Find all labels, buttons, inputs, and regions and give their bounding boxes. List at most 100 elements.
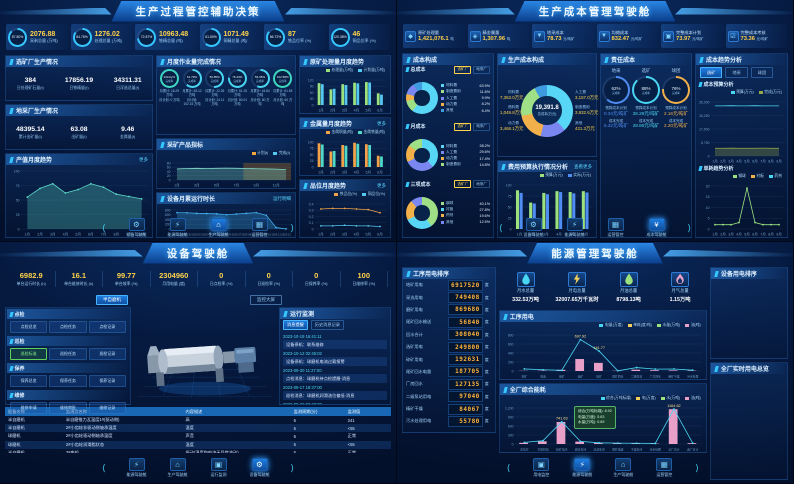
chart-tooltip: 综合(万吨标煤): 8.92 电量(万度): 5.83 水量(万吨): 0.89 <box>573 406 616 429</box>
subpanel-title: 单耗趋势分析 <box>696 164 787 173</box>
scope-tab[interactable]: 选矿厂 <box>454 122 472 131</box>
menu-item[interactable]: 巡检标准 <box>10 348 48 360</box>
rank-label: 尾矿回水输送 <box>406 319 432 325</box>
scope-tab[interactable]: 选矿厂 <box>454 65 472 74</box>
event-list[interactable]: 2023-10-19 16:41:11 设备停机：联系维修 2023-10-12… <box>280 331 390 404</box>
menu-item[interactable]: 维修记录 <box>88 402 126 414</box>
more-link[interactable]: 更多 <box>139 156 148 162</box>
cell-value: <55 <box>347 425 355 431</box>
trend-tab[interactable]: 球团 <box>750 67 774 78</box>
menu-item[interactable]: 保养记录 <box>88 375 126 387</box>
table-row[interactable]: 球磨机 2#小齿轮驱动侧轴承温度 声音 5 正常 <box>5 432 391 440</box>
equipment-3d-viewer[interactable] <box>134 307 276 405</box>
cost-scope-tabs: 选矿厂 地采厂 <box>454 180 490 189</box>
nav-chip[interactable]: ▦ 运营管控 <box>242 218 278 238</box>
completion-ring-item: Infinity% 完成率 月累计: 16.29 万吨 月计划: 0 万吨 <box>158 69 181 132</box>
scope-tab[interactable]: 地采厂 <box>473 122 490 131</box>
kpi-percent: 87.80% <box>10 29 25 45</box>
event-message: 点检消息：球磨机待点检提醒-消息 <box>283 374 387 383</box>
table-row[interactable]: 半自磨机 2#小齿轮非驱动侧轴承温度 温度 5 <55 <box>5 424 391 433</box>
panel-mill-production: 选矿厂生产情况 384 日处理矿石量(t) 17856.19 日铁精量(t) <box>5 55 153 101</box>
nav-chip[interactable]: ⚙ 设备驾驶舱 <box>119 218 155 238</box>
kpi-value: 0 <box>219 271 224 280</box>
menu-item[interactable]: 点检记录 <box>88 321 126 333</box>
menu-item[interactable]: 点检任务 <box>49 321 87 333</box>
scope-tab[interactable]: 选矿厂 <box>454 180 472 189</box>
nav-chip[interactable]: ⚡ 能源驾驶舱 <box>564 458 600 478</box>
menu-item[interactable]: 点检总览 <box>10 321 48 333</box>
table-header-cell: 监测点名称 <box>62 407 183 416</box>
legend: 预算(万元) 实际(万元) <box>498 172 596 179</box>
trend-tab[interactable]: 地采 <box>725 67 748 78</box>
nav-prev-arrow-icon[interactable]: ⟨ <box>506 462 511 473</box>
svg-text:5: 5 <box>708 217 710 221</box>
nav-chip[interactable]: ⌂ 生产驾驶舱 <box>160 458 196 478</box>
kpi-percent: 84.76% <box>74 29 90 45</box>
nav-next-arrow-icon[interactable]: ⟩ <box>687 222 692 233</box>
menu-item[interactable]: 巡检任务 <box>49 348 87 360</box>
nav-chip[interactable]: ▣ 运行监测 <box>201 458 237 478</box>
rank-unit: 度 <box>484 319 489 325</box>
nav-chip[interactable]: ⚙ 设备驾驶舱 <box>516 218 552 238</box>
nav-next-arrow-icon[interactable]: ⟩ <box>695 462 699 473</box>
kpi-label: 均摊成本 <box>611 30 629 35</box>
nav-prev-arrow-icon[interactable]: ⟨ <box>101 462 106 473</box>
panel-title-text: 责任成本 <box>611 58 636 64</box>
nav-prev-arrow-icon[interactable]: ⟨ <box>101 222 106 233</box>
panel-title-text: 采矿产品指标 <box>167 143 204 149</box>
nav-next-arrow-icon[interactable]: ⟩ <box>290 462 295 473</box>
more-link[interactable]: 查看更多 <box>574 163 592 169</box>
table-row[interactable]: 球磨机 2#小齿轮润滑脂状态 温度 5 <55 <box>5 440 391 449</box>
nav-prev-arrow-icon[interactable]: ⟨ <box>498 222 503 233</box>
more-link[interactable]: 运行明细 <box>273 195 291 201</box>
legend-swatch <box>441 208 444 212</box>
menu-item[interactable]: 保养总览 <box>10 375 48 387</box>
nav-chip[interactable]: ▦ 运营管控 <box>598 218 634 238</box>
scope-tab[interactable]: 地采厂 <box>473 65 490 74</box>
svg-text:0: 0 <box>708 154 710 158</box>
kpi-card: 72.87% 10963.48 铁精总量 (吨) <box>135 24 197 50</box>
nav-chip[interactable]: ⌂ 生产驾驶舱 <box>605 458 641 478</box>
panel-title: 成本构成 <box>403 54 493 65</box>
menu-item[interactable]: 维修审批 <box>49 402 87 414</box>
monitor-tab[interactable]: 消息提醒 <box>283 320 308 330</box>
nav-chip[interactable]: ⚙ 设备驾驶舱 <box>242 458 278 478</box>
power-rank-row: 尾矿回水输送 56840 度 <box>403 316 495 328</box>
monitor-tab[interactable]: 历史消息记录 <box>310 320 344 330</box>
svg-text:9月: 9月 <box>776 232 782 237</box>
scope-tab[interactable]: 地采厂 <box>473 180 490 189</box>
nav-next-arrow-icon[interactable]: ⟩ <box>290 222 295 233</box>
monitor-screen-chip[interactable]: 监控大屏 <box>250 295 282 305</box>
kpi-value: 10963.48 <box>159 30 189 38</box>
trend-tab[interactable]: 选矿 <box>700 67 723 78</box>
budget-plan: 预算成本计划 28.28元/吨矿 <box>632 106 660 116</box>
svg-text:1,200: 1,200 <box>505 406 514 410</box>
svg-text:0: 0 <box>708 227 710 231</box>
table-row[interactable]: 半自磨机 3#电机 振动(温度和电流无异常波动) 5 正常 <box>5 449 391 453</box>
lightning-icon <box>568 271 587 287</box>
panel-title: 全厂实时用电总览 <box>710 363 787 374</box>
rank-label: 采选用电 <box>406 294 423 300</box>
monitor-icon: ▣ <box>210 458 227 471</box>
responsibility-gauge-ring: 88% 完成率 <box>632 76 660 104</box>
nav-chip[interactable]: ⚡ 能源驾驶舱 <box>160 218 196 238</box>
table-row[interactable]: 半自磨机 半自磨推力瓦温度1#(驱动侧) 高 5 241 <box>5 416 391 424</box>
svg-text:0.3: 0.3 <box>309 209 314 213</box>
nav-chip[interactable]: ▦ 运营管控 <box>646 458 682 478</box>
menu-item[interactable]: 维修申请 <box>10 402 48 414</box>
legend-swatch <box>357 69 362 72</box>
more-link[interactable]: 更多 <box>377 182 386 188</box>
panel-title-text: 地采厂生产情况 <box>16 109 59 115</box>
nav-chip[interactable]: ⚡ 能源驾驶舱 <box>557 218 593 238</box>
nav-chip[interactable]: ⌂ 生产驾驶舱 <box>201 218 237 238</box>
more-link[interactable]: 更多 <box>377 120 386 126</box>
nav-chip[interactable]: ⚡ 能源驾驶舱 <box>119 458 155 478</box>
tl-col-left: 选矿厂生产情况 384 日处理矿石量(t) 17856.19 日铁精量(t) <box>5 55 153 238</box>
nav-chip[interactable]: ¥ 成本驾驶舱 <box>639 218 675 238</box>
menu-item[interactable]: 巡检记录 <box>88 348 126 360</box>
menu-item[interactable]: 保养任务 <box>49 375 87 387</box>
legend-item: 金属铜量(吨) <box>325 130 353 135</box>
equipment-selector-chip[interactable]: 半自磨机 <box>96 295 128 305</box>
nav-chip[interactable]: ▣ 用电监控 <box>523 458 559 478</box>
ring-percent: 62% 完成率 <box>604 78 628 102</box>
